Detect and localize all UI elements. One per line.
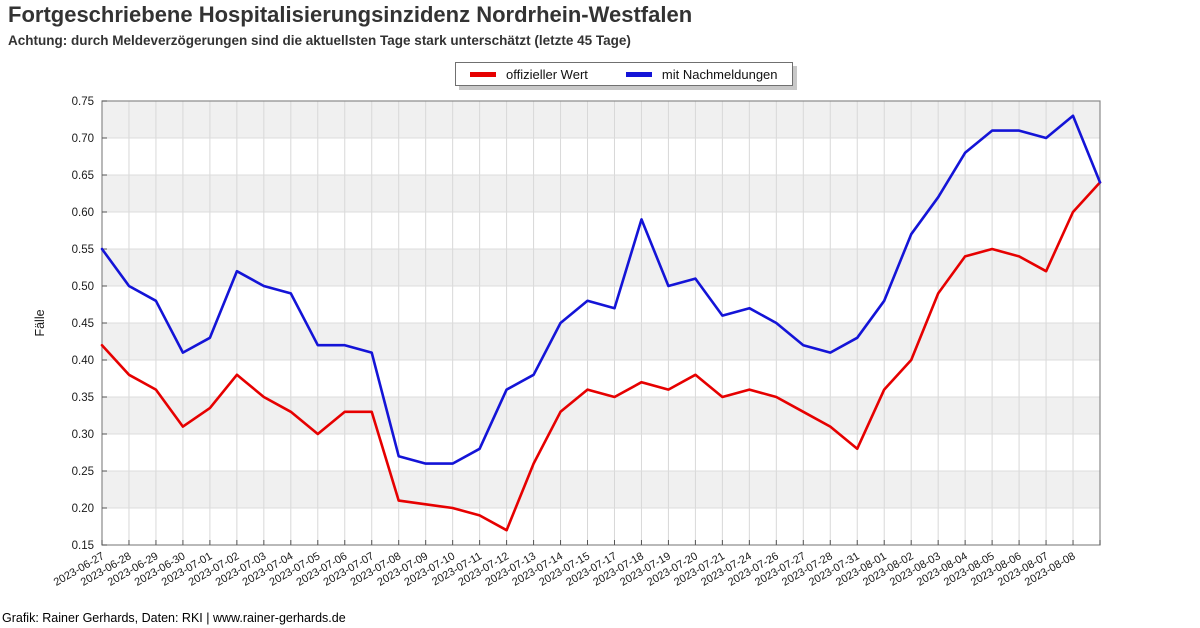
legend-label: mit Nachmeldungen	[661, 66, 778, 82]
background-band	[102, 175, 1100, 212]
background-band	[102, 249, 1100, 286]
y-axis-tick-label: 0.35	[72, 392, 94, 404]
y-axis-tick-label: 0.65	[72, 170, 94, 182]
y-axis-title: Fälle	[33, 309, 47, 336]
background-band	[102, 101, 1100, 138]
chart-legend: offizieller Wert mit Nachmeldungen	[455, 62, 793, 86]
legend-item-offizieller-wert: offizieller Wert	[470, 67, 588, 82]
y-axis-tick-label: 0.70	[72, 133, 94, 145]
y-axis-tick-label: 0.40	[72, 355, 94, 367]
legend-item-mit-nachmeldungen: mit Nachmeldungen	[625, 66, 778, 82]
y-axis-tick-label: 0.45	[72, 318, 94, 330]
background-band	[102, 471, 1100, 508]
background-band	[102, 397, 1100, 434]
series-line-mit-nachmeldungen	[100, 114, 1102, 465]
background-band	[102, 323, 1100, 360]
y-axis-tick-label: 0.25	[72, 466, 94, 478]
y-axis-tick-label: 0.50	[72, 281, 94, 293]
series-line-offizieller-wert	[100, 181, 1102, 532]
y-axis-tick-label: 0.15	[72, 540, 94, 552]
y-axis-tick-label: 0.30	[72, 429, 94, 441]
footer-credit: Grafik: Rainer Gerhards, Daten: RKI | ww…	[2, 611, 346, 625]
page-subtitle: Achtung: durch Meldeverzögerungen sind d…	[8, 33, 631, 48]
legend-label: offizieller Wert	[506, 66, 588, 82]
y-axis-tick-label: 0.20	[72, 503, 94, 515]
blue-line-swatch-icon	[625, 71, 652, 77]
red-line-swatch-icon	[470, 71, 496, 77]
page-title: Fortgeschriebene Hospitalisierungsinzide…	[8, 2, 693, 27]
y-axis-tick-label: 0.75	[72, 96, 94, 108]
y-axis-tick-label: 0.60	[72, 207, 94, 219]
y-axis-tick-label: 0.55	[72, 244, 94, 256]
